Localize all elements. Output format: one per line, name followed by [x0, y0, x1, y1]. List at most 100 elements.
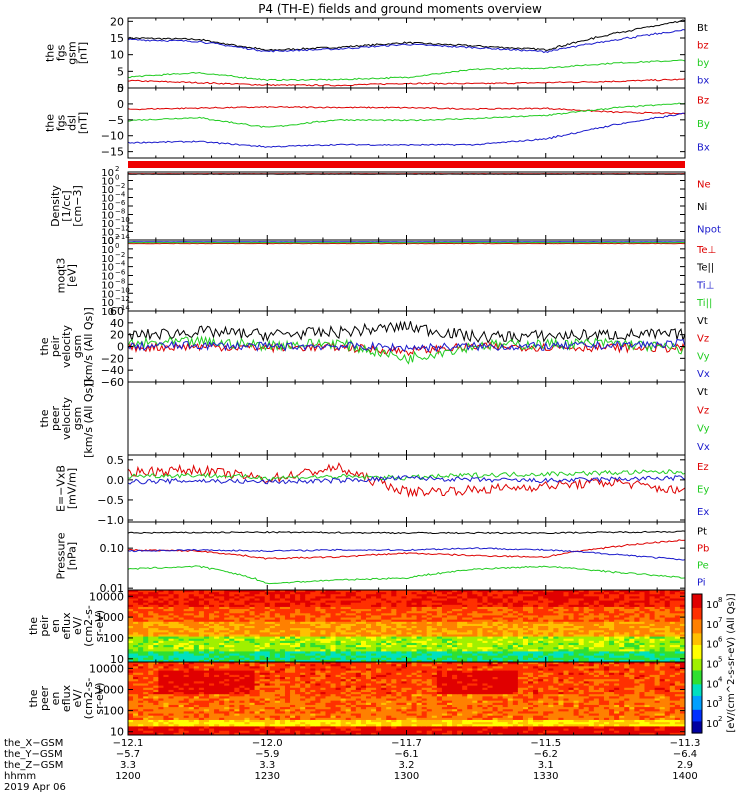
panel-peer-spectrogram-cell — [198, 685, 205, 689]
panel-peir-spectrogram-cell — [143, 659, 149, 662]
panel-peir-spectrogram-cell — [411, 592, 418, 595]
panel-peir-spectrogram-cell — [517, 609, 524, 612]
panel-peer-spectrogram-cell — [269, 679, 276, 682]
panel-peir-spectrogram-cell — [153, 636, 159, 640]
panel-peir-spectrogram-cell — [639, 636, 646, 640]
panel-peir-spectrogram-cell — [198, 632, 205, 636]
panel-peir-spectrogram-cell — [583, 653, 590, 657]
panel-peir-spectrogram-cell — [472, 645, 478, 648]
panel-peir-spectrogram-cell — [644, 602, 651, 606]
panel-peir-spectrogram-cell — [365, 621, 372, 625]
panel-peir-spectrogram-cell — [365, 632, 372, 636]
panel-peer-spectrogram-cell — [133, 730, 139, 734]
panel-peir-spectrogram-cell — [487, 609, 494, 612]
panel-peer-spectrogram-cell — [234, 694, 240, 697]
panel-peir-spectrogram-cell — [148, 613, 154, 617]
panel-peir-spectrogram-cell — [335, 647, 342, 650]
panel-peer-spectrogram-cell — [244, 709, 251, 712]
panel-peir-spectrogram-cell — [517, 634, 524, 638]
panel-peir-spectrogram-cell — [219, 655, 225, 659]
panel-peer-spectrogram-cell — [229, 722, 235, 725]
panel-peir-spectrogram-cell — [224, 609, 230, 612]
panel-peer-spectrogram-cell — [300, 681, 306, 685]
panel-peer-spectrogram-cell — [259, 728, 266, 732]
panel-peer-spectrogram-cell — [305, 730, 311, 734]
panel-peir-spectrogram-cell — [173, 623, 180, 627]
panel-peer-spectrogram-cell — [153, 670, 159, 674]
panel-peer-spectrogram-cell — [305, 711, 311, 715]
panel-peer-spectrogram-cell — [274, 704, 281, 708]
panel-peir-spectrogram-cell — [376, 623, 382, 627]
panel-peir-spectrogram-cell — [452, 623, 458, 627]
panel-peir-spectrogram-cell — [295, 659, 301, 662]
panel-peir-spectrogram-cell — [178, 657, 185, 661]
panel-peir-spectrogram-cell — [325, 598, 332, 602]
panel-peir-spectrogram-cell — [487, 634, 494, 638]
panel-peir-spectrogram-cell — [492, 619, 499, 623]
panel-peir-spectrogram-cell — [173, 655, 180, 659]
panel-peir-spectrogram-cell — [578, 640, 585, 644]
panel-peir-spectrogram-cell — [229, 609, 235, 612]
panel-peir-spectrogram-cell — [138, 659, 144, 662]
panel-peir-spectrogram-cell — [588, 602, 595, 606]
panel-peir-spectrogram-cell — [284, 634, 291, 638]
panel-peir-spectrogram-cell — [320, 647, 327, 650]
panel-peir-spectrogram-cell — [507, 611, 514, 614]
panel-peir-spectrogram-cell — [543, 594, 549, 597]
panel-peir-spectrogram-cell — [345, 626, 352, 629]
panel-peir-spectrogram-cell — [548, 609, 554, 612]
panel-peir-spectrogram-cell — [269, 606, 276, 610]
panel-peer-spectrogram-cell — [290, 685, 296, 689]
panel-peir-spectrogram-cell — [482, 636, 489, 640]
panel-peir-spectrogram-cell — [598, 655, 605, 659]
panel-peir-spectrogram-cell — [436, 655, 443, 659]
panel-peir-spectrogram-cell — [447, 659, 453, 662]
panel-peir-spectrogram-cell — [467, 590, 473, 593]
panel-peir-spectrogram-cell — [214, 655, 220, 659]
panel-peir-spectrogram-cell — [467, 621, 473, 625]
panel-peir-spectrogram-cell — [300, 600, 306, 604]
panel-peir-spectrogram-cell — [467, 598, 473, 602]
panel-peir-spectrogram-cell — [153, 647, 159, 650]
panel-peir-spectrogram-cell — [553, 623, 560, 627]
panel-peir-spectrogram-cell — [416, 600, 423, 604]
panel-peir-spectrogram-cell — [158, 600, 165, 604]
panel-peir-spectrogram-cell — [214, 598, 220, 602]
panel-peir-spectrogram-cell — [639, 611, 646, 614]
panel-peir-spectrogram-cell — [305, 632, 311, 636]
panel-peir-spectrogram-cell — [609, 611, 615, 614]
panel-peir-spectrogram-cell — [310, 634, 316, 638]
panel-peir-spectrogram-cell — [609, 638, 615, 642]
panel-peir-spectrogram-cell — [143, 613, 149, 617]
panel-peir-spectrogram-cell — [214, 657, 220, 661]
panel-peir-spectrogram-cell — [679, 592, 685, 595]
panel-peir-spectrogram-cell — [290, 651, 296, 655]
panel-peir-spectrogram-cell — [360, 596, 367, 600]
panel-peer-spectrogram-cell — [153, 707, 159, 710]
panel-peir-spectrogram-cell — [198, 623, 205, 627]
panel-peir-spectrogram-cell — [279, 653, 286, 657]
panel-peir-spectrogram-cell — [381, 651, 387, 655]
panel-peer-spectrogram-cell — [133, 692, 139, 695]
panel-peer-spectrogram-cell — [193, 696, 200, 700]
panel-peir-spectrogram-cell — [421, 600, 428, 604]
panel-peir-spectrogram-cell — [229, 630, 235, 633]
panel-peer-spectrogram-cell — [254, 694, 261, 697]
panel-peir-spectrogram-cell — [624, 626, 630, 629]
panel-peir-spectrogram-cell — [295, 604, 301, 608]
panel-peir-spectrogram-cell — [133, 653, 139, 657]
panel-peir-spectrogram-cell — [553, 600, 560, 604]
panel-peir-spectrogram-cell — [178, 647, 185, 650]
panel-peir-spectrogram-cell — [603, 655, 610, 659]
panel-peir-spectrogram-cell — [335, 592, 342, 595]
panel-peir-spectrogram-cell — [259, 651, 266, 655]
panel-peir-spectrogram-cell — [234, 609, 240, 612]
panel-peer-spectrogram-cell — [163, 707, 170, 710]
panel-peir-spectrogram-cell — [416, 615, 423, 619]
panel-peir-spectrogram-cell — [153, 602, 159, 606]
panel-peer-spectrogram-cell — [234, 685, 240, 689]
panel-peer-spectrogram-cell — [229, 696, 235, 700]
panel-peer-spectrogram-cell — [209, 683, 215, 687]
panel-peir-spectrogram-cell — [320, 634, 327, 638]
panel-peir-spectrogram-cell — [325, 609, 332, 612]
